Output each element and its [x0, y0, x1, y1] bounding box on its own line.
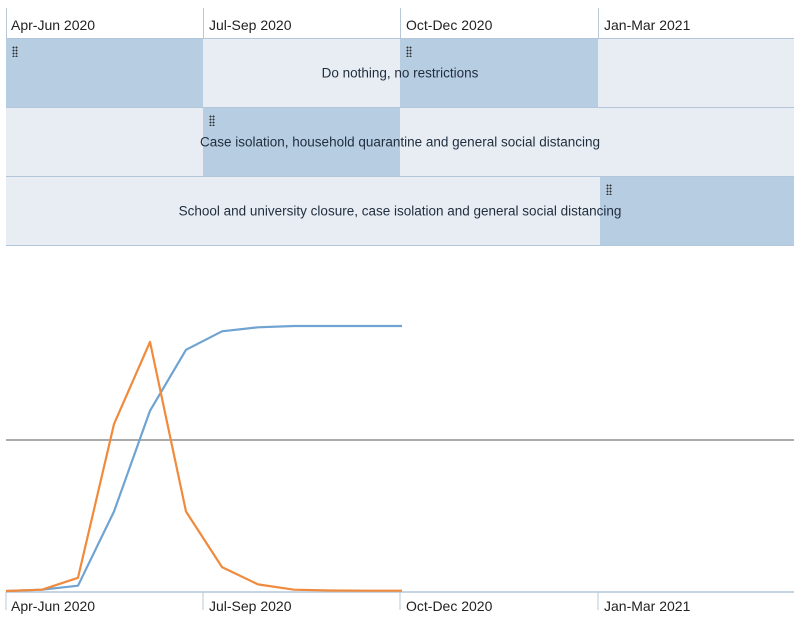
drag-handle-icon[interactable] — [12, 46, 18, 57]
period-tick — [6, 8, 7, 38]
drag-handle-icon[interactable] — [606, 184, 612, 195]
x-axis-tick-label: Oct-Dec 2020 — [406, 598, 493, 614]
scenario-lane-school-closure[interactable]: School and university closure, case isol… — [6, 176, 794, 246]
scenario-lane-case-isolation[interactable]: Case isolation, household quarantine and… — [6, 107, 794, 177]
scenario-label: Do nothing, no restrictions — [321, 65, 479, 81]
series-line-orange — [5, 340, 402, 593]
period-header: Apr-Jun 2020 Jul-Sep 2020 Oct-Dec 2020 J… — [0, 0, 800, 38]
series-line-blue — [5, 324, 402, 593]
scenario-label: Case isolation, household quarantine and… — [199, 134, 601, 150]
period-label: Jul-Sep 2020 — [209, 17, 292, 33]
x-axis-tick-label: Apr-Jun 2020 — [11, 598, 95, 614]
scenario-lane-do-nothing[interactable]: Do nothing, no restrictions — [6, 38, 794, 108]
period-label: Oct-Dec 2020 — [406, 17, 493, 33]
drag-handle-icon[interactable] — [406, 46, 412, 57]
x-axis-tick-label: Jul-Sep 2020 — [209, 598, 292, 614]
active-segment[interactable] — [203, 108, 400, 176]
period-tick — [598, 8, 599, 38]
epidemic-chart: Apr-Jun 2020 Jul-Sep 2020 Oct-Dec 2020 J… — [5, 324, 794, 614]
period-tick — [203, 8, 204, 38]
active-segment[interactable] — [400, 39, 598, 107]
period-tick — [400, 8, 401, 38]
active-segment[interactable] — [6, 39, 203, 107]
series-layer — [5, 324, 402, 593]
active-segment[interactable] — [600, 177, 794, 245]
period-label: Apr-Jun 2020 — [11, 17, 96, 33]
drag-handle-icon[interactable] — [209, 115, 215, 126]
x-axis-tick-label: Jan-Mar 2021 — [604, 598, 691, 614]
scenario-label: School and university closure, case isol… — [178, 203, 622, 219]
period-label: Jan-Mar 2021 — [604, 17, 691, 33]
